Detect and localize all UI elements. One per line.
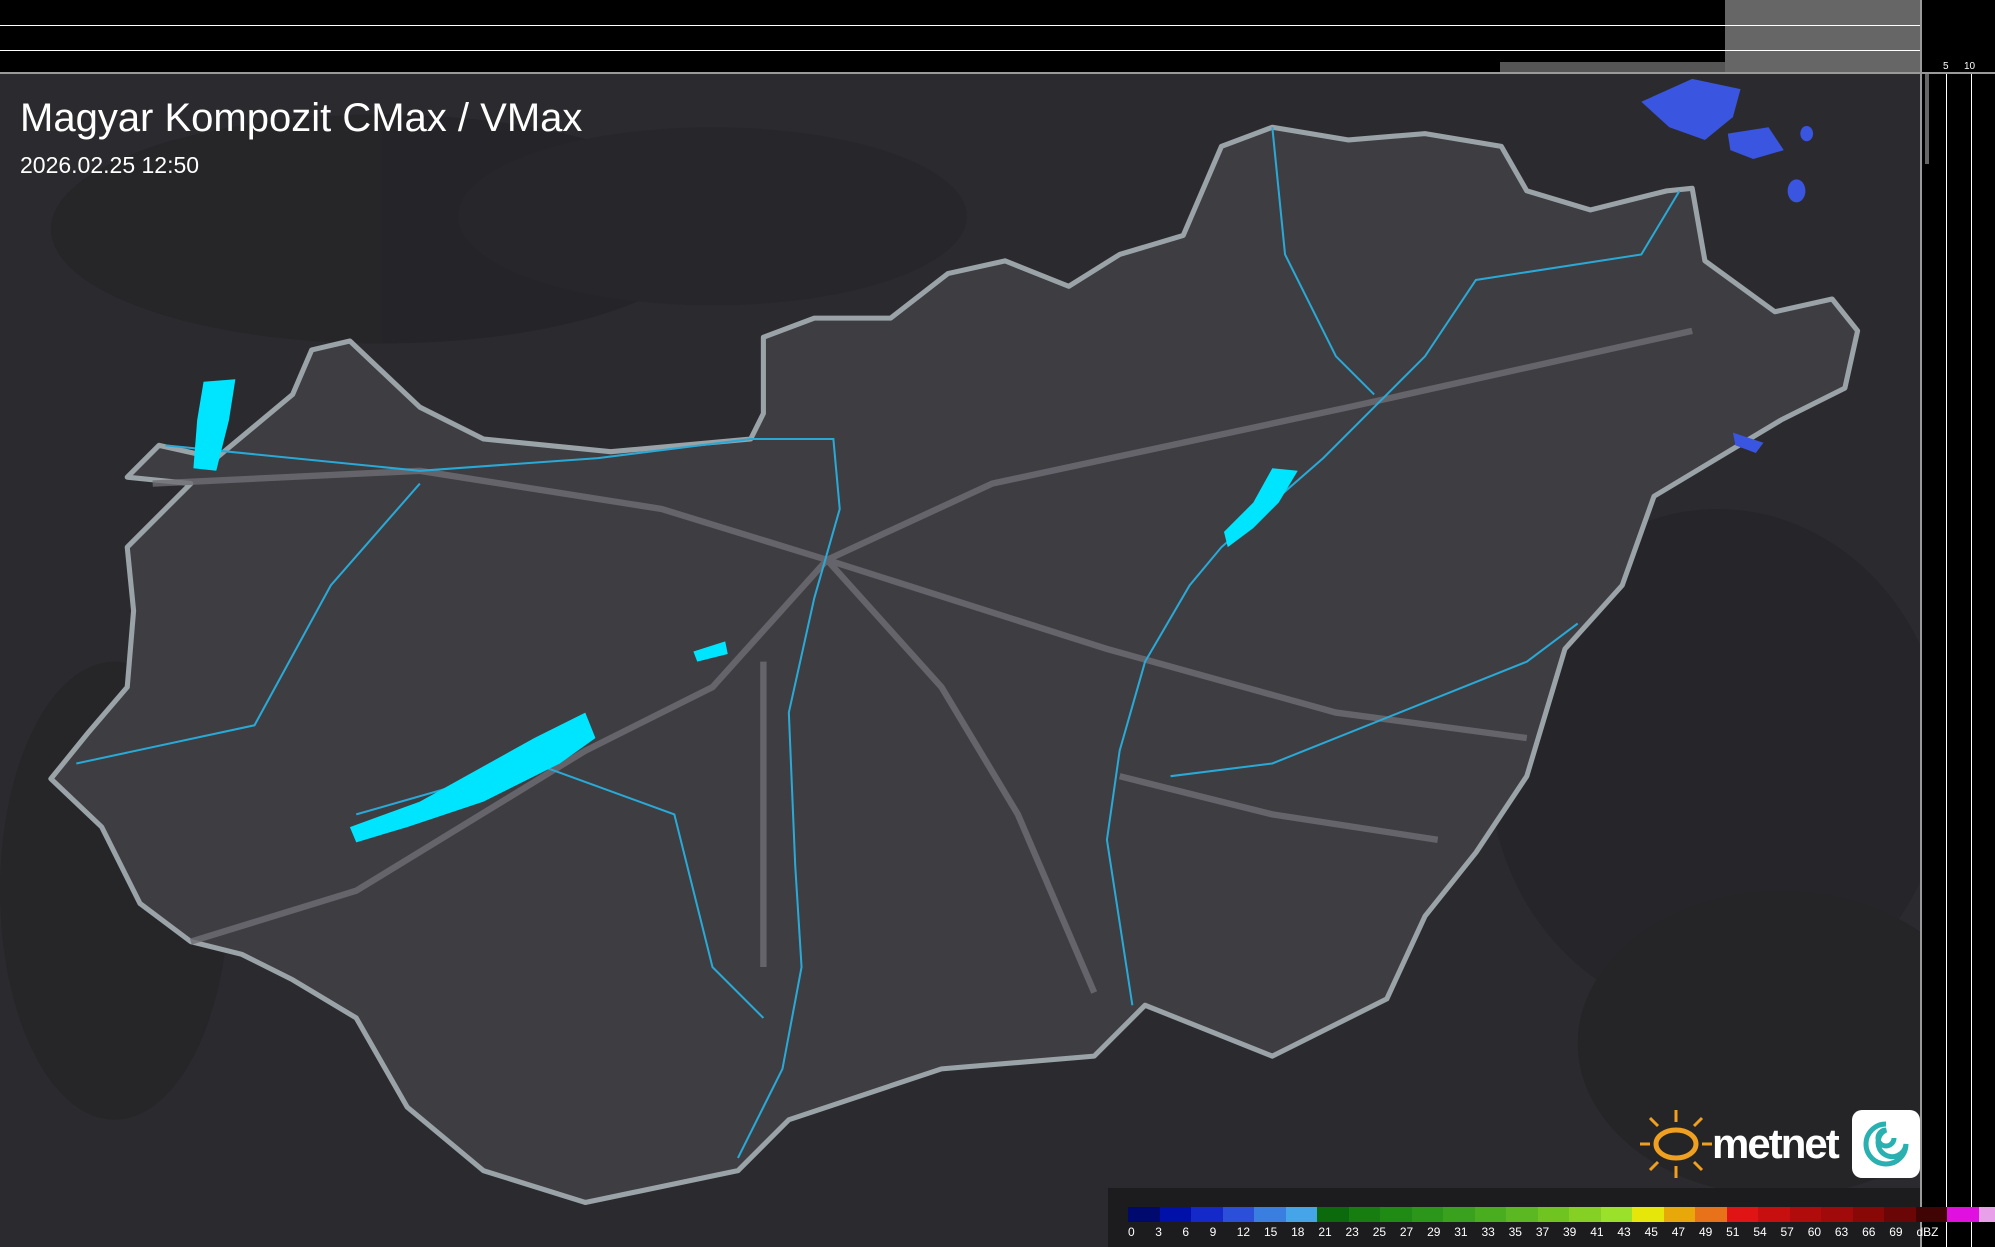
legend-label: 31 — [1454, 1225, 1468, 1239]
legend-swatch — [1632, 1207, 1664, 1222]
legend-swatch — [1411, 1207, 1443, 1222]
legend-label: 33 — [1481, 1225, 1495, 1239]
legend-swatch — [1726, 1207, 1758, 1222]
logo-text: metnet — [1712, 1120, 1840, 1167]
legend-label: 47 — [1671, 1225, 1686, 1239]
legend-swatch — [1348, 1207, 1380, 1222]
legend-swatch — [1254, 1207, 1286, 1222]
legend-label: 35 — [1508, 1225, 1522, 1239]
side-profile-tick-10: 10 — [1964, 61, 1976, 72]
legend-label: 49 — [1698, 1225, 1713, 1239]
map-title: Magyar Kompozit CMax / VMax — [20, 96, 583, 140]
legend-labels: 0 3 6 9 12 15 18 21 23 25 27 29 31 33 35 37 39 41 43 45 47 49… — [1128, 1225, 1943, 1239]
legend-swatch — [1852, 1207, 1884, 1222]
legend-swatch — [1443, 1207, 1475, 1222]
legend-color-bar — [1128, 1207, 1995, 1222]
metnet-logo: metnet — [1636, 1104, 1920, 1184]
legend-label: 57 — [1780, 1225, 1794, 1239]
legend-label: 37 — [1535, 1225, 1550, 1239]
legend-label: 18 — [1291, 1225, 1305, 1239]
legend-unit: dBZ — [1916, 1225, 1939, 1239]
dbz-color-legend: 0 3 6 9 12 15 18 21 23 25 27 29 31 33 35 37 39 41 43 45 47 49… — [1108, 1188, 1995, 1247]
legend-label: 25 — [1372, 1225, 1387, 1239]
legend-label: 23 — [1345, 1225, 1359, 1239]
lake-velence — [693, 641, 728, 662]
legend-label: 51 — [1726, 1225, 1740, 1239]
legend-label: 41 — [1590, 1225, 1604, 1239]
legend-label: 39 — [1563, 1225, 1577, 1239]
legend-label: 27 — [1399, 1225, 1414, 1239]
legend-swatch — [1380, 1207, 1412, 1222]
legend-label: 29 — [1427, 1225, 1441, 1239]
legend-swatch — [1474, 1207, 1506, 1222]
side-profile-tick-5: 5 — [1943, 61, 1949, 72]
legend-swatch — [1537, 1207, 1569, 1222]
legend-label: 3 — [1155, 1225, 1162, 1239]
legend-label: 45 — [1644, 1225, 1658, 1239]
legend-label: 60 — [1807, 1225, 1822, 1239]
lakes — [193, 379, 1298, 843]
legend-swatch — [1191, 1207, 1223, 1222]
legend-swatch — [1695, 1207, 1727, 1222]
legend-label: 21 — [1318, 1225, 1332, 1239]
swirl-icon — [1851, 1110, 1920, 1178]
legend-swatch — [1506, 1207, 1538, 1222]
legend-swatch — [1600, 1207, 1632, 1222]
legend-swatch — [1884, 1207, 1916, 1222]
legend-swatch — [1317, 1207, 1349, 1222]
lake-balaton — [349, 712, 596, 843]
legend-label: 0 — [1128, 1225, 1135, 1239]
vertical-profile-side: 5 10 — [1920, 0, 1995, 1247]
legend-swatch — [1285, 1207, 1317, 1222]
legend-swatch — [1758, 1207, 1790, 1222]
legend-label: 15 — [1263, 1225, 1278, 1239]
legend-swatch — [1978, 1207, 1995, 1222]
sun-icon — [1640, 1110, 1712, 1178]
legend-label: 54 — [1753, 1225, 1767, 1239]
legend-swatch — [1663, 1207, 1695, 1222]
legend-label: 66 — [1862, 1225, 1876, 1239]
precipitation-echoes — [1641, 78, 1814, 453]
legend-label: 6 — [1182, 1225, 1190, 1239]
vertical-profile-top: 10 5 — [0, 0, 1935, 74]
legend-swatch — [1821, 1207, 1853, 1222]
legend-swatch — [1915, 1207, 1947, 1222]
legend-swatch — [1159, 1207, 1191, 1222]
legend-swatch — [1222, 1207, 1254, 1222]
legend-swatch — [1569, 1207, 1601, 1222]
lake-fertő — [193, 379, 236, 471]
legend-label: 69 — [1889, 1225, 1903, 1239]
legend-label: 9 — [1209, 1225, 1217, 1239]
legend-label: 12 — [1236, 1225, 1251, 1239]
legend-label: 63 — [1834, 1225, 1849, 1239]
legend-swatch — [1947, 1207, 1979, 1222]
legend-swatch — [1128, 1207, 1160, 1222]
legend-label: 43 — [1617, 1225, 1631, 1239]
lake-tisza — [1223, 468, 1298, 548]
legend-swatch — [1789, 1207, 1821, 1222]
map-timestamp: 2026.02.25 12:50 — [20, 152, 200, 178]
